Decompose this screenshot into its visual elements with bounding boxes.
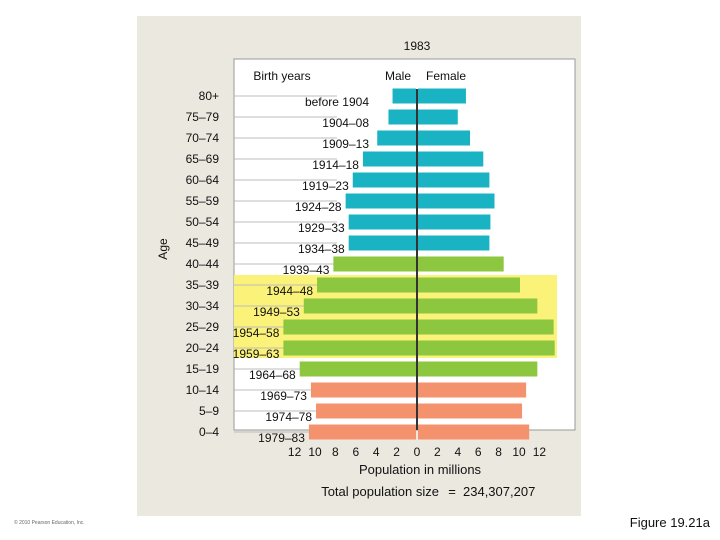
- x-tick-label: 12: [533, 445, 547, 459]
- y-axis-label: Age: [156, 238, 170, 260]
- female-bar: [418, 172, 490, 188]
- chart-card: 1983 Birth years Male Female Age 80+ before 19…: [137, 16, 581, 516]
- age-label: 60–64: [186, 173, 220, 187]
- age-label: 5–9: [199, 404, 219, 418]
- birth-year-label: 1929–33: [298, 221, 345, 235]
- female-bar: [418, 382, 527, 398]
- male-bar: [310, 382, 416, 398]
- age-label: 75–79: [186, 110, 220, 124]
- birth-year-label: 1954–58: [233, 326, 280, 340]
- female-bar: [418, 319, 554, 335]
- birth-year-label: 1934–38: [298, 242, 345, 256]
- birth-year-label: 1979–83: [258, 431, 305, 445]
- birth-year-label: 1919–23: [302, 179, 349, 193]
- age-label: 20–24: [186, 341, 220, 355]
- x-tick-label: 4: [454, 445, 461, 459]
- age-label: 50–54: [186, 215, 220, 229]
- female-bar: [418, 109, 458, 125]
- male-bar: [317, 277, 416, 293]
- birth-year-label: 1969–73: [260, 389, 307, 403]
- chart-title: 1983: [404, 39, 431, 53]
- female-bar: [418, 214, 491, 230]
- male-bar: [362, 151, 416, 167]
- total-population-label: Total population size: [321, 484, 439, 499]
- male-bar: [283, 340, 416, 356]
- copyright-notice: © 2010 Pearson Education, Inc.: [14, 520, 85, 526]
- female-bar: [418, 193, 495, 209]
- x-tick-label: 6: [475, 445, 482, 459]
- x-tick-label: 10: [512, 445, 526, 459]
- male-bar: [352, 172, 416, 188]
- birth-year-label: 1959–63: [233, 347, 280, 361]
- age-label: 40–44: [186, 257, 220, 271]
- figure-label: Figure 19.21a: [629, 515, 710, 530]
- age-label: 10–14: [186, 383, 220, 397]
- population-pyramid-chart: 1983 Birth years Male Female Age 80+ before 19…: [156, 39, 576, 499]
- x-tick-label: 6: [352, 445, 359, 459]
- age-label: 55–59: [186, 194, 220, 208]
- male-bar: [388, 109, 416, 125]
- male-header: Male: [385, 69, 411, 83]
- x-tick-label: 2: [393, 445, 400, 459]
- birth-year-label: before 1904: [305, 95, 369, 109]
- age-label: 45–49: [186, 236, 220, 250]
- female-bar: [418, 340, 555, 356]
- x-tick-label: 8: [332, 445, 339, 459]
- birth-year-label: 1924–28: [295, 200, 342, 214]
- male-bar: [348, 214, 416, 230]
- age-label: 30–34: [186, 299, 220, 313]
- male-bar: [377, 130, 416, 146]
- x-tick-label: 12: [288, 445, 302, 459]
- x-tick-label: 8: [495, 445, 502, 459]
- age-label: 0–4: [199, 425, 219, 439]
- male-bar: [316, 403, 416, 419]
- female-bar: [418, 130, 471, 146]
- female-bar: [418, 403, 523, 419]
- birth-year-label: 1944–48: [266, 284, 313, 298]
- female-bar: [418, 151, 484, 167]
- x-tick-label: 0: [414, 445, 421, 459]
- birth-year-label: 1949–53: [253, 305, 300, 319]
- age-label: 70–74: [186, 131, 220, 145]
- female-header: Female: [426, 69, 466, 83]
- male-bar: [283, 319, 416, 335]
- male-bar: [345, 193, 416, 209]
- total-equals-sign: =: [448, 484, 456, 499]
- male-bar: [348, 235, 416, 251]
- female-bar: [418, 424, 530, 440]
- birth-year-label: 1904–08: [322, 116, 369, 130]
- male-bar: [303, 298, 416, 314]
- male-bar: [308, 424, 416, 440]
- female-bar: [418, 256, 504, 272]
- female-bar: [418, 235, 490, 251]
- x-tick-label: 10: [308, 445, 322, 459]
- female-bar: [418, 88, 466, 104]
- male-bar: [333, 256, 416, 272]
- birth-year-label: 1914–18: [312, 158, 359, 172]
- birth-year-label: 1939–43: [283, 263, 330, 277]
- x-tick-label: 4: [373, 445, 380, 459]
- female-bar: [418, 298, 538, 314]
- total-population-value: 234,307,207: [463, 484, 535, 499]
- female-bar: [418, 361, 538, 377]
- birth-year-label: 1964–68: [249, 368, 296, 382]
- age-label: 35–39: [186, 278, 220, 292]
- female-bar: [418, 277, 520, 293]
- birth-year-label: 1909–13: [322, 137, 369, 151]
- age-label: 65–69: [186, 152, 220, 166]
- male-bar: [299, 361, 416, 377]
- age-label: 80+: [199, 89, 219, 103]
- age-label: 15–19: [186, 362, 220, 376]
- x-axis-label: Population in millions: [359, 462, 482, 477]
- birth-years-header: Birth years: [253, 69, 310, 83]
- age-label: 25–29: [186, 320, 220, 334]
- birth-year-label: 1974–78: [265, 410, 312, 424]
- x-tick-label: 2: [434, 445, 441, 459]
- male-bar: [392, 88, 416, 104]
